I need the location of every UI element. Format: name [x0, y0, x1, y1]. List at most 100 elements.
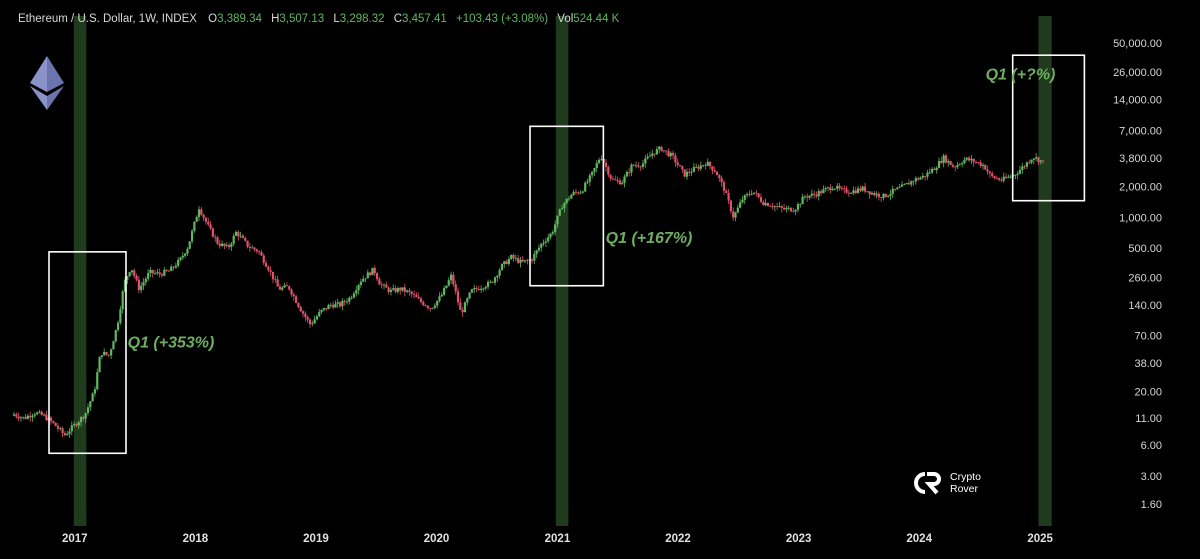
- price-candle: [480, 285, 483, 294]
- price-candle: [792, 207, 795, 213]
- price-candle: [1009, 174, 1012, 179]
- price-candle: [604, 158, 608, 172]
- price-candle: [628, 168, 631, 177]
- price-candle: [877, 192, 880, 201]
- price-candle: [986, 165, 989, 175]
- price-candle: [288, 285, 291, 291]
- close-value: 3,457.41: [402, 13, 447, 25]
- price-candle: [676, 158, 679, 168]
- price-candle: [336, 298, 339, 309]
- price-candle: [965, 157, 968, 162]
- price-candle: [341, 298, 344, 311]
- crypto-rover-logo-icon: [912, 470, 942, 496]
- price-candle: [438, 292, 441, 303]
- price-candle: [822, 185, 825, 194]
- price-candle: [567, 195, 571, 202]
- price-candle: [586, 178, 589, 185]
- price-candle: [216, 235, 219, 246]
- price-candle: [685, 168, 689, 180]
- price-candle: [565, 198, 568, 205]
- price-candle: [815, 191, 818, 199]
- y-tick-label: 3.00: [1141, 471, 1162, 483]
- price-candle: [715, 170, 719, 176]
- price-candle: [658, 145, 661, 154]
- price-candle: [764, 198, 767, 207]
- price-candle: [512, 253, 515, 262]
- price-candle: [750, 190, 753, 196]
- price-candle: [329, 302, 332, 308]
- price-axis[interactable]: 50,000.00 26,000.00 14,000.00 7,000.00 3,800…: [1113, 38, 1162, 511]
- price-candle: [144, 276, 147, 286]
- price-candle: [831, 186, 834, 191]
- price-candle: [949, 160, 952, 166]
- price-candle: [380, 281, 383, 289]
- q1-boxes: [48, 54, 1086, 455]
- price-candle: [1002, 172, 1005, 183]
- price-candle: [40, 410, 43, 416]
- price-candle: [61, 426, 64, 438]
- price-candle: [745, 192, 749, 198]
- price-candle: [514, 254, 517, 262]
- price-candle: [301, 309, 305, 318]
- price-candle: [375, 272, 379, 282]
- price-candle: [947, 158, 950, 167]
- price-candle: [197, 206, 201, 222]
- price-candle: [644, 154, 647, 168]
- price-candle: [505, 259, 508, 265]
- price-candle: [369, 271, 372, 277]
- price-candle: [322, 307, 325, 312]
- price-candle: [225, 242, 228, 248]
- price-candle: [942, 153, 945, 168]
- price-candle: [153, 270, 157, 276]
- y-tick-label: 70.00: [1134, 331, 1162, 343]
- low-label: L: [333, 13, 340, 25]
- price-candle: [440, 292, 443, 297]
- price-candle: [523, 260, 527, 264]
- price-candle: [327, 303, 330, 310]
- price-candle: [362, 275, 365, 283]
- price-candle: [799, 203, 802, 208]
- price-candle: [683, 169, 686, 178]
- price-candle: [200, 206, 203, 216]
- price-candle: [662, 150, 665, 153]
- price-candle: [486, 279, 490, 290]
- q1-annotation: Q1 (+167%): [606, 230, 693, 247]
- price-candle: [371, 267, 374, 276]
- price-candle: [484, 285, 487, 291]
- y-tick-label: 500.00: [1128, 243, 1162, 255]
- price-candle: [785, 205, 788, 213]
- price-candle: [334, 300, 337, 308]
- price-candle: [708, 161, 712, 170]
- price-candle: [338, 301, 342, 309]
- price-candle: [692, 162, 695, 173]
- price-candle: [533, 250, 536, 265]
- y-tick-label: 11.00: [1135, 413, 1162, 425]
- price-candle: [1037, 156, 1040, 165]
- y-tick-label: 3,800.00: [1119, 153, 1162, 165]
- price-candle: [431, 307, 434, 310]
- price-candle: [988, 170, 991, 178]
- price-candle: [660, 145, 663, 152]
- price-candle: [1018, 165, 1022, 175]
- price-candle: [732, 207, 735, 221]
- price-candle: [262, 253, 265, 266]
- price-candle: [838, 182, 841, 191]
- price-candle: [963, 156, 966, 165]
- price-candle: [456, 287, 460, 306]
- price-candle: [551, 230, 554, 236]
- time-axis[interactable]: 2017 2018 2019 2020 2021 2022 2023 2024 2025: [62, 533, 1054, 545]
- price-candle: [461, 307, 464, 317]
- price-candle: [593, 167, 596, 176]
- price-candle: [924, 175, 927, 181]
- price-candle: [412, 290, 416, 299]
- price-candle: [406, 289, 409, 294]
- price-candle: [806, 193, 809, 202]
- price-candle: [276, 275, 279, 287]
- price-candle: [359, 278, 362, 288]
- price-candle: [70, 421, 73, 436]
- price-candle: [204, 216, 208, 225]
- price-candle: [112, 340, 115, 350]
- price-candle: [933, 166, 936, 171]
- price-candle: [209, 221, 212, 231]
